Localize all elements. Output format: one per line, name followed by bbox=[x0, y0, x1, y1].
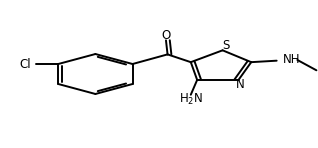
Text: N: N bbox=[236, 78, 245, 91]
Text: NH: NH bbox=[283, 53, 301, 66]
Text: O: O bbox=[161, 29, 170, 42]
Text: Cl: Cl bbox=[19, 58, 31, 70]
Text: S: S bbox=[222, 39, 230, 52]
Text: H$_2$N: H$_2$N bbox=[179, 92, 203, 107]
